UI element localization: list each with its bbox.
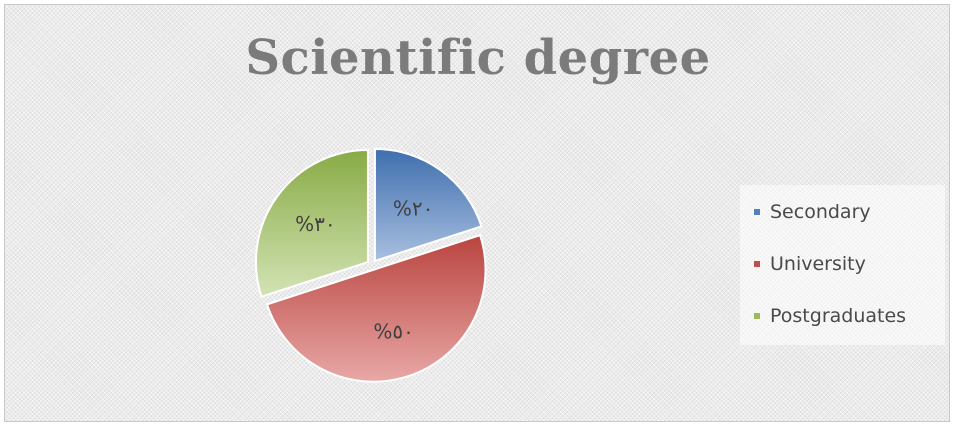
legend-swatch bbox=[754, 261, 760, 267]
legend-item-university: University bbox=[754, 253, 866, 275]
slice-postgraduates bbox=[254, 149, 369, 298]
legend-swatch bbox=[754, 209, 760, 215]
data-label: %٣٠ bbox=[295, 212, 336, 236]
legend-item-postgraduates: Postgraduates bbox=[754, 305, 906, 327]
chart-legend: Secondary University Postgraduates bbox=[740, 185, 945, 345]
slice-university bbox=[265, 233, 487, 383]
legend-label: Postgraduates bbox=[770, 305, 907, 327]
legend-swatch bbox=[754, 313, 760, 319]
legend-label: University bbox=[770, 253, 866, 275]
data-label: %٥٠ bbox=[373, 320, 414, 344]
data-label: %٢٠ bbox=[393, 196, 434, 220]
legend-label: Secondary bbox=[770, 201, 871, 223]
chart-title: Scientific degree bbox=[245, 30, 711, 86]
slice-secondary bbox=[373, 147, 483, 263]
legend-item-secondary: Secondary bbox=[754, 201, 871, 223]
